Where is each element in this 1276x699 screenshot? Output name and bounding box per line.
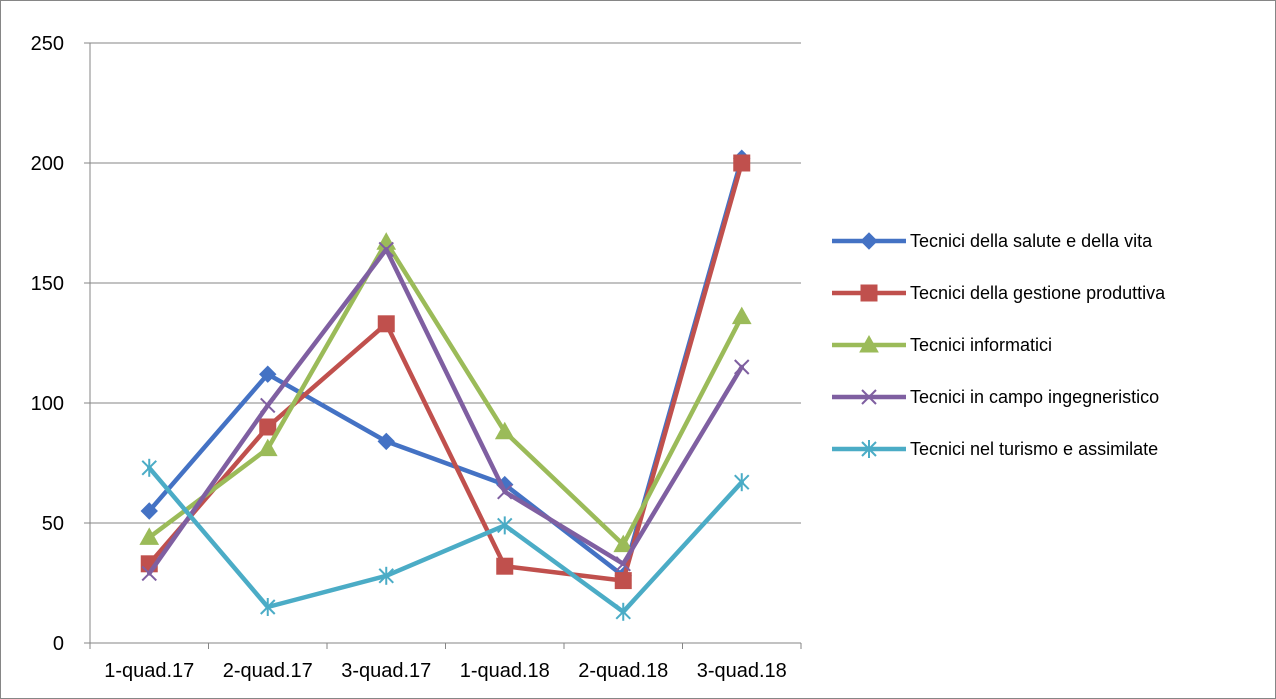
data-point-square (496, 557, 514, 575)
data-point-star (141, 458, 157, 477)
data-point-x (260, 397, 276, 414)
y-tick-label: 0 (53, 633, 64, 655)
data-point-star (861, 440, 877, 458)
data-point-triangle (257, 438, 278, 457)
data-point-square (614, 572, 632, 590)
y-tick-label: 50 (42, 513, 64, 535)
data-point-diamond (140, 502, 158, 520)
series-line (147, 465, 744, 615)
data-point-x (861, 389, 877, 405)
x-tick-label: 2-quad.17 (223, 660, 313, 682)
data-point-triangle (731, 306, 752, 325)
marker-stroke (861, 389, 877, 405)
y-tick-label: 250 (31, 33, 64, 55)
marker-stroke (615, 556, 631, 572)
x-tick-label: 1-quad.17 (104, 660, 194, 682)
series-5 (141, 458, 750, 621)
data-point-triangle (376, 232, 397, 250)
data-point-triangle (859, 334, 879, 353)
data-point-x (141, 565, 157, 582)
gridlines (90, 42, 801, 524)
data-point-triangle (494, 421, 515, 440)
legend-label: Tecnici informatici (910, 335, 1052, 355)
data-point-triangle (613, 534, 634, 553)
series-line (147, 239, 744, 547)
legend-item: Tecnici in campo ingegneristico (832, 387, 1159, 407)
data-point-square (259, 418, 277, 436)
data-point-diamond (259, 365, 277, 383)
data-point-star (378, 566, 394, 585)
data-point-x (734, 359, 750, 375)
data-point-square (377, 315, 395, 333)
legend-label: Tecnici della salute e della vita (910, 231, 1153, 251)
data-point-star (615, 602, 631, 621)
data-point-x (615, 556, 631, 572)
legend-item: Tecnici nel turismo e assimilate (832, 439, 1158, 459)
data-point-diamond (377, 432, 395, 451)
legend-label: Tecnici della gestione produttiva (910, 283, 1166, 303)
legend: Tecnici della salute e della vita Tecnici… (832, 231, 1166, 459)
data-point-square (860, 284, 878, 302)
data-point-star (260, 598, 276, 616)
plot-series (139, 149, 752, 621)
legend-item: Tecnici della gestione produttiva (832, 283, 1166, 303)
data-point-square (733, 154, 751, 172)
legend-label: Tecnici in campo ingegneristico (910, 387, 1159, 407)
y-tick-label: 200 (31, 153, 64, 175)
marker-stroke (141, 565, 157, 582)
marker-stroke (378, 241, 394, 258)
x-tick-label: 3-quad.17 (341, 660, 431, 682)
legend-item: Tecnici informatici (832, 334, 1052, 355)
data-point-star (497, 516, 513, 535)
data-point-triangle (139, 527, 160, 545)
marker-stroke (497, 484, 513, 500)
series-4 (141, 241, 750, 582)
series-line (147, 247, 744, 576)
marker-stroke (734, 359, 750, 375)
y-tick-label: 150 (31, 273, 64, 295)
y-tick-label: 100 (31, 393, 64, 415)
legend-item: Tecnici della salute e della vita (832, 231, 1153, 251)
x-tick-label: 1-quad.18 (460, 660, 550, 682)
data-point-x (497, 484, 513, 500)
data-point-diamond (860, 232, 878, 250)
data-point-x (378, 241, 394, 258)
x-tick-label: 3-quad.18 (697, 660, 787, 682)
legend-label: Tecnici nel turismo e assimilate (910, 439, 1158, 459)
data-point-star (734, 473, 750, 492)
series-3 (139, 232, 752, 553)
axes: 0 50 100 150 200 250 1-quad.17 2-quad.17 3-quad.… (31, 33, 802, 682)
x-tick-label: 2-quad.18 (578, 660, 668, 682)
marker-stroke (260, 397, 276, 414)
